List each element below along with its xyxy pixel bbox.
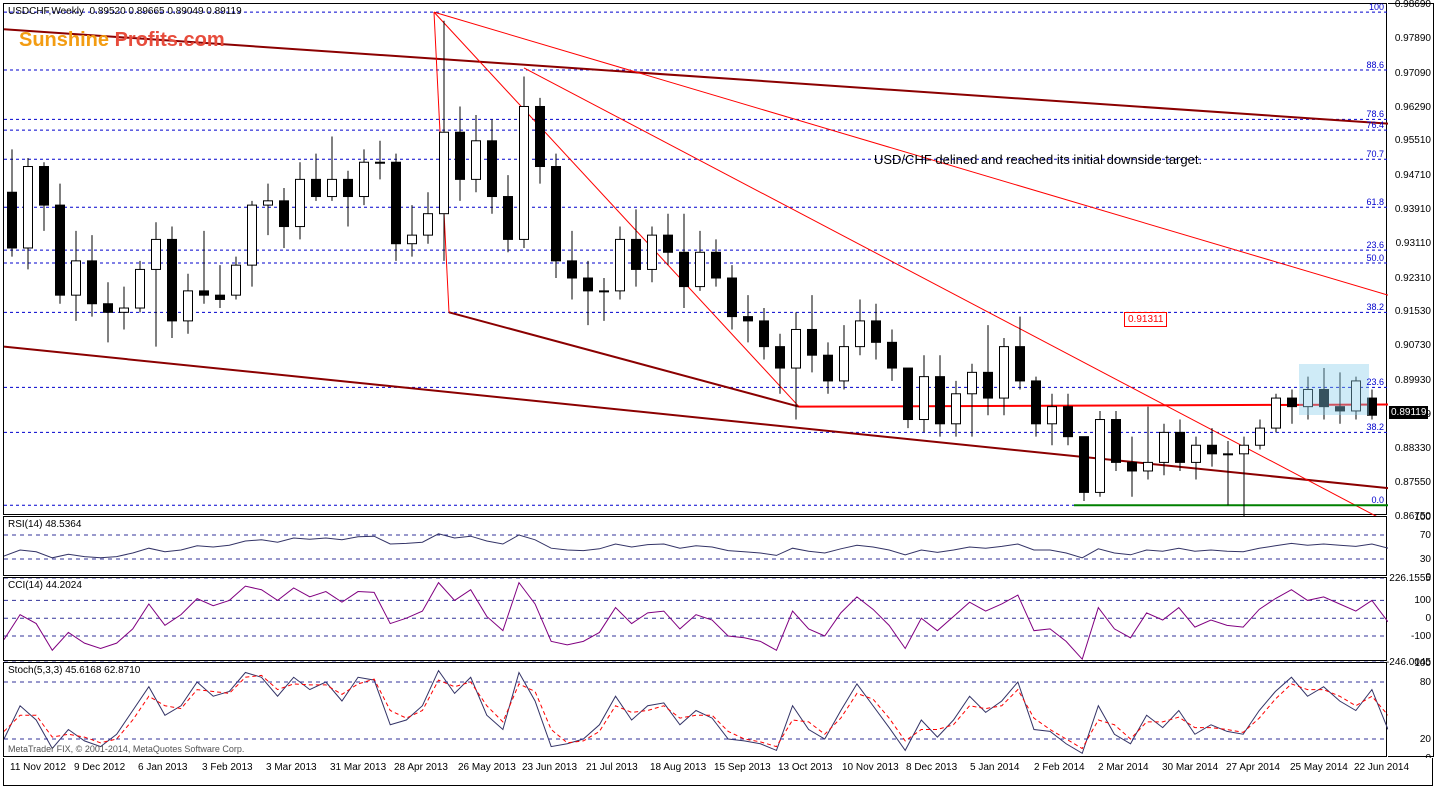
stoch-panel[interactable]: Stoch(5,3,3) 45.6168 62.8710 MetaTrader …	[3, 662, 1387, 757]
y-axis: 0.986900.978900.970900.962900.955100.947…	[1388, 3, 1434, 757]
copyright-text: MetaTrader FIX, © 2001-2014, MetaQuotes …	[8, 744, 244, 754]
price-alert-box: 0.91311	[1124, 312, 1167, 327]
watermark: Sunshine Profits.com	[19, 29, 225, 52]
current-price-marker: 0.89119	[1389, 406, 1428, 419]
highlight-region	[1299, 364, 1369, 415]
rsi-panel[interactable]: RSI(14) 48.5364	[3, 516, 1387, 576]
cci-label: CCI(14) 44.2024	[8, 580, 82, 591]
cci-panel[interactable]: CCI(14) 44.2024	[3, 577, 1387, 661]
rsi-label: RSI(14) 48.5364	[8, 519, 81, 530]
chart-title: USDCHF,Weekly 0.89520 0.89665 0.89049 0.…	[8, 6, 242, 17]
main-price-chart[interactable]: USDCHF,Weekly 0.89520 0.89665 0.89049 0.…	[3, 3, 1387, 515]
x-axis: 11 Nov 20129 Dec 20126 Jan 20133 Feb 201…	[3, 758, 1433, 786]
stoch-label: Stoch(5,3,3) 45.6168 62.8710	[8, 665, 140, 676]
annotation-text: USD/CHF delined and reached its initial …	[874, 152, 1202, 167]
